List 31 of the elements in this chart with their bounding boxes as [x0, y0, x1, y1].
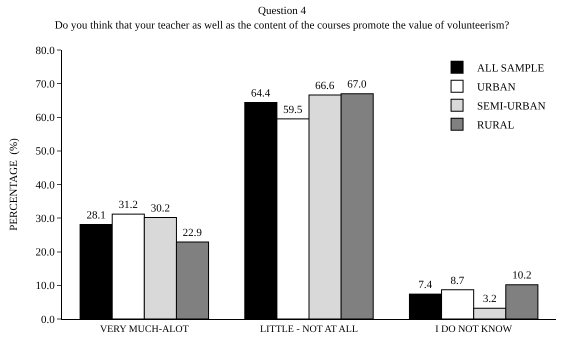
legend-label: ALL SAMPLE	[477, 62, 544, 74]
data-label: 64.4	[250, 87, 271, 100]
y-tick-label: 80.0	[36, 44, 56, 57]
data-label: 3.2	[482, 293, 497, 306]
y-tick-label: 60.0	[36, 112, 56, 124]
data-label: 66.6	[315, 80, 335, 92]
y-tick-label: 20.0	[36, 246, 56, 259]
y-tick-label: 50.0	[36, 146, 56, 158]
data-label: 59.5	[283, 104, 303, 116]
data-label: 28.1	[86, 210, 106, 222]
x-tick-label: VERY MUCH-ALOT	[100, 324, 189, 335]
legend-label: URBAN	[477, 81, 516, 94]
y-tick-label: 30.0	[36, 212, 56, 225]
data-label: 10.2	[512, 270, 532, 282]
data-label: 67.0	[347, 78, 368, 91]
y-tick-label: 10.0	[36, 280, 56, 292]
data-label: 8.7	[450, 274, 465, 287]
y-axis-title: PERCENTAGE (%)	[8, 138, 20, 231]
data-label: 22.9	[182, 227, 202, 239]
x-tick-label: LITTLE - NOT AT ALL	[260, 324, 358, 335]
data-label: 7.4	[418, 279, 433, 292]
legend-label: SEMI-URBAN	[477, 100, 546, 112]
data-label: 31.2	[118, 199, 138, 212]
data-label: 30.2	[150, 202, 170, 214]
y-tick-label: 70.0	[36, 78, 56, 90]
y-tick-label: 0.0	[41, 314, 56, 326]
y-tick-label: 40.0	[36, 179, 56, 192]
x-tick-label: I DO NOT KNOW	[435, 324, 513, 335]
chart-title: Question 4	[258, 4, 306, 17]
legend-label: RURAL	[477, 119, 515, 132]
chart-subtitle: Do you think that your teacher as well as the content of the courses promote the value of volunteerism?	[54, 19, 510, 32]
